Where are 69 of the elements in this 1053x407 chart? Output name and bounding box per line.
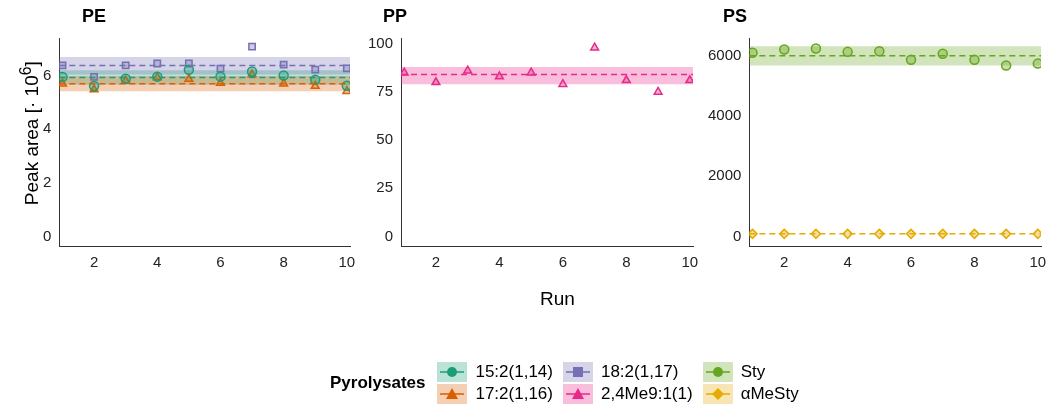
legend-label: Sty <box>740 362 766 382</box>
y-tick-label: 0 <box>384 226 394 244</box>
point <box>341 80 350 92</box>
chart-title: PS <box>723 6 748 27</box>
y-tick-label: 75 <box>376 82 394 100</box>
point <box>1000 60 1012 71</box>
x-tick-label: 6 <box>906 253 916 271</box>
legend-label: 18:2(1,17) <box>600 362 679 382</box>
y-tick-label: 25 <box>376 178 394 196</box>
x-tick-label: 8 <box>970 253 979 271</box>
point <box>589 42 600 51</box>
legend-title: Pyrolysates <box>330 373 426 393</box>
point <box>248 42 256 51</box>
point <box>526 67 536 76</box>
y-tick-label: 6 <box>43 65 52 83</box>
x-tick-label: 10 <box>1029 253 1047 271</box>
x-tick-label: 2 <box>780 253 789 271</box>
point <box>311 65 320 74</box>
point <box>1032 58 1041 69</box>
point <box>621 75 631 84</box>
point <box>401 67 409 76</box>
x-tick-label: 4 <box>495 253 504 271</box>
legend-label: 15:2(1,14) <box>475 362 553 382</box>
point <box>184 73 194 83</box>
y-tick-label: 50 <box>376 130 394 148</box>
point <box>342 64 350 73</box>
y-tick-label: 2000 <box>707 166 742 184</box>
point <box>1032 228 1041 240</box>
point <box>463 65 473 74</box>
point <box>279 60 288 69</box>
x-tick-label: 10 <box>338 253 356 271</box>
point <box>778 44 790 55</box>
x-tick-label: 4 <box>843 253 852 271</box>
point <box>969 54 980 65</box>
x-tick-label: 4 <box>153 253 162 271</box>
y-tick-label: 0 <box>43 226 52 244</box>
point <box>215 71 226 82</box>
point <box>874 46 885 57</box>
y-tick-label: 4000 <box>707 106 742 124</box>
y-tick-label: 4 <box>43 119 52 137</box>
legend-label: 2,4Me9:1(1) <box>600 384 693 404</box>
legend-label: 17:2(1,16) <box>475 384 553 404</box>
x-tick-label: 6 <box>558 253 568 271</box>
point <box>810 43 822 54</box>
point <box>558 78 568 88</box>
point <box>90 72 99 81</box>
chart-title: PE <box>82 6 107 27</box>
point <box>685 75 693 84</box>
y-tick-label: 6000 <box>707 45 742 63</box>
x-tick-label: 2 <box>89 253 99 271</box>
x-tick-label: 10 <box>681 253 699 271</box>
legend-label: αMeSty <box>740 384 799 404</box>
y-tick-label: 2 <box>43 173 52 191</box>
point <box>121 61 130 70</box>
point <box>653 86 663 95</box>
y-tick-label: 100 <box>368 33 394 51</box>
x-axis-title: Run <box>540 288 575 310</box>
point <box>183 64 195 75</box>
point <box>431 77 441 86</box>
x-tick-label: 8 <box>622 253 631 271</box>
x-tick-label: 6 <box>216 253 225 271</box>
point <box>59 71 68 83</box>
x-tick-label: 8 <box>279 253 288 271</box>
chart-title: PP <box>383 6 408 27</box>
y-tick-label: 0 <box>733 226 742 244</box>
x-tick-label: 2 <box>431 253 441 271</box>
point <box>494 71 505 80</box>
point <box>842 46 853 58</box>
point <box>278 70 289 81</box>
